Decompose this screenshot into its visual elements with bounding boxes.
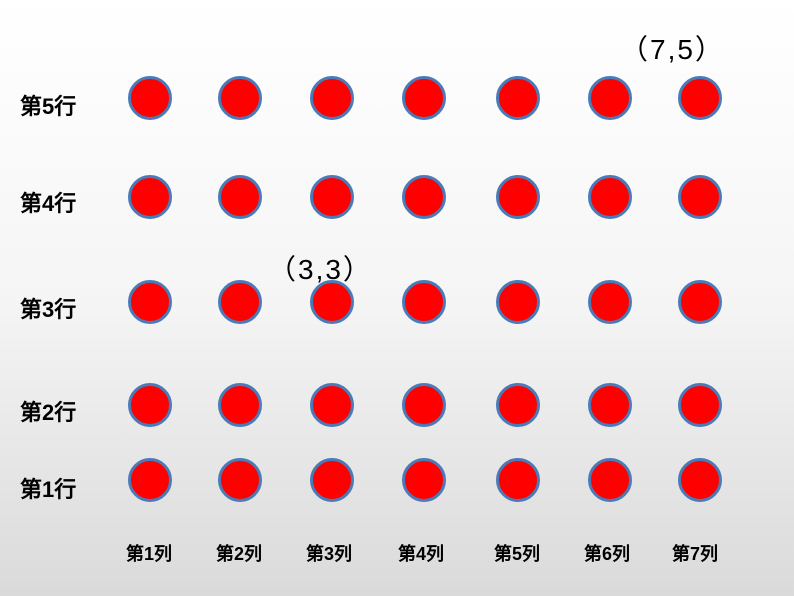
grid-dot	[128, 175, 172, 219]
row-label: 第1行	[20, 472, 76, 504]
col-label: 第7列	[672, 540, 718, 566]
row-label: 第5行	[20, 89, 76, 121]
row-label: 第4行	[20, 186, 76, 218]
grid-dot	[588, 280, 632, 324]
coordinate-annotation: （7,5）	[620, 28, 725, 68]
row-label: 第3行	[20, 292, 76, 324]
grid-dot	[588, 383, 632, 427]
grid-dot	[588, 458, 632, 502]
grid-dot	[496, 76, 540, 120]
grid-dot	[678, 458, 722, 502]
grid-dot	[588, 76, 632, 120]
coordinate-annotation: （3,3）	[268, 248, 373, 288]
grid-dot	[128, 458, 172, 502]
grid-dot	[218, 76, 262, 120]
grid-dot	[678, 175, 722, 219]
grid-dot	[496, 280, 540, 324]
grid-dot	[310, 383, 354, 427]
grid-dot	[402, 175, 446, 219]
grid-dot	[678, 76, 722, 120]
grid-container: 第5行第4行第3行第2行第1行第1列 第2列 第3列 第4列 第5列 第6列 第7列 （3,3…	[0, 0, 794, 596]
col-label: 第6列	[584, 540, 630, 566]
grid-dot	[218, 383, 262, 427]
grid-dot	[310, 175, 354, 219]
col-label: 第1列	[126, 540, 172, 566]
grid-dot	[402, 383, 446, 427]
grid-dot	[678, 383, 722, 427]
grid-dot	[496, 458, 540, 502]
grid-dot	[402, 76, 446, 120]
grid-dot	[128, 383, 172, 427]
col-label: 第2列	[216, 540, 262, 566]
grid-dot	[310, 458, 354, 502]
grid-dot	[310, 76, 354, 120]
grid-dot	[128, 280, 172, 324]
col-label: 第5列	[494, 540, 540, 566]
grid-dot	[402, 458, 446, 502]
grid-dot	[402, 280, 446, 324]
grid-dot	[496, 383, 540, 427]
col-label: 第4列	[398, 540, 444, 566]
grid-dot	[128, 76, 172, 120]
grid-dot	[218, 458, 262, 502]
grid-dot	[218, 175, 262, 219]
row-label: 第2行	[20, 395, 76, 427]
grid-dot	[678, 280, 722, 324]
grid-dot	[218, 280, 262, 324]
grid-dot	[496, 175, 540, 219]
col-label: 第3列	[306, 540, 352, 566]
grid-dot	[588, 175, 632, 219]
